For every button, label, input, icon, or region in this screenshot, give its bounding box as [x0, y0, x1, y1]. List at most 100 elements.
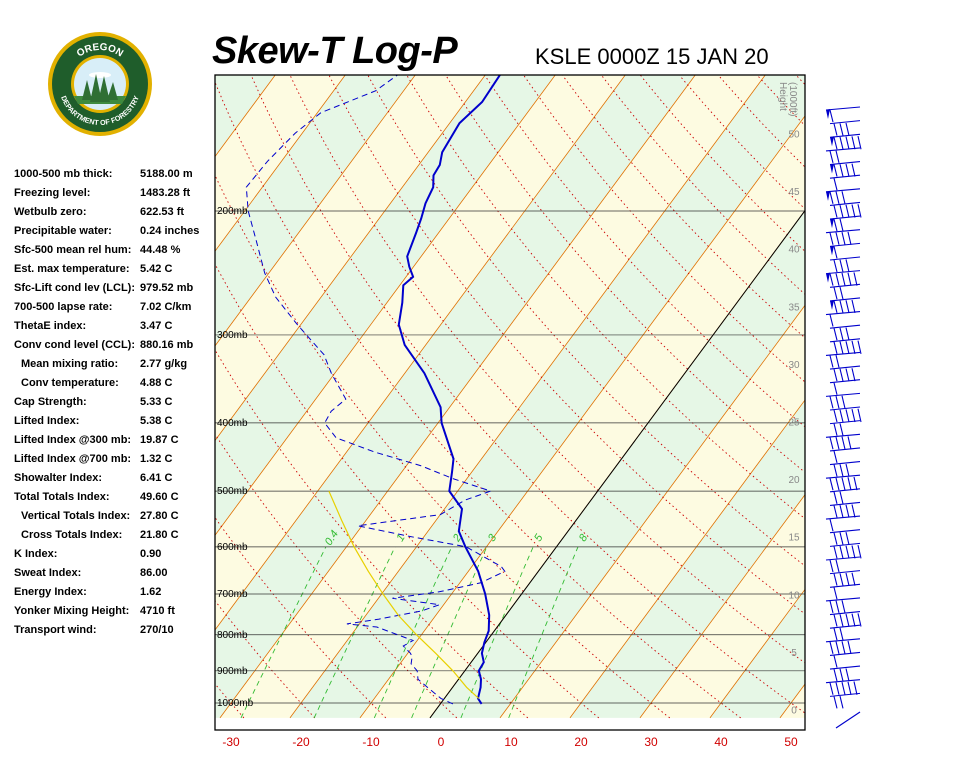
mixing-ratio-line	[508, 546, 579, 719]
wind-barb-feather	[841, 395, 846, 409]
logo-top-text: OREGON	[75, 42, 125, 60]
wind-barb-pennant	[830, 136, 834, 147]
parcel-trace-line	[328, 490, 480, 699]
wind-barb-shaft	[829, 488, 861, 493]
logo-cloud	[89, 72, 111, 78]
logo-seal: OREGON DEPARTMENT OF FORESTRY	[48, 32, 152, 136]
plot-frame	[214, 74, 806, 731]
wind-barb-feather	[833, 341, 838, 354]
wind-barb-feather	[839, 491, 844, 504]
wind-barb	[825, 638, 861, 654]
wind-barb-feather	[833, 464, 838, 477]
wind-barb-shaft	[829, 120, 861, 125]
dry-adiabat-line	[250, 75, 805, 714]
height-tick-label: 35	[788, 302, 800, 313]
wind-barb-feather	[829, 150, 834, 164]
isotherm-line	[639, 494, 805, 719]
wind-barb-feather	[841, 436, 846, 450]
wind-barb-feather	[833, 532, 838, 545]
wind-barb-feather	[845, 613, 850, 627]
height-axis-label: Height	[777, 82, 788, 111]
index-value: 3.47 C	[140, 320, 173, 332]
wind-barb-feather	[829, 314, 834, 327]
wind-barb-feather	[839, 259, 844, 273]
wind-barb-shaft	[829, 242, 861, 247]
wind-barb-feather	[851, 368, 856, 382]
wind-barb-shaft	[829, 256, 861, 261]
wind-barb-feather	[833, 287, 838, 300]
height-tick-label: 15	[788, 533, 800, 544]
x-axis-tick-label: 10	[504, 735, 518, 749]
wind-barb-shaft	[829, 338, 861, 343]
wind-barb	[829, 379, 861, 395]
wind-barb-feather	[829, 191, 834, 204]
mixing-ratio-line	[460, 546, 534, 719]
wind-barb-shaft	[829, 406, 861, 411]
wind-barb	[825, 556, 861, 573]
wind-barb-feather	[839, 327, 844, 341]
index-label: 700-500 lapse rate:	[14, 301, 113, 313]
wind-barb-feather	[847, 681, 852, 695]
isobar-label: 700mb	[217, 589, 248, 600]
wind-barb-shaft	[829, 324, 861, 329]
wind-barb-feather	[851, 613, 856, 627]
wind-barb	[825, 188, 861, 204]
wind-barb-shaft	[829, 174, 861, 179]
index-value: 4.88 C	[140, 377, 173, 389]
wind-barb-shaft	[829, 283, 861, 288]
index-value: 6.41 C	[140, 472, 173, 484]
index-row: Sfc-500 mean rel hum: 44.48 %	[14, 244, 214, 263]
x-axis-tick-label: 50	[784, 735, 798, 749]
dry-adiabat-line	[215, 81, 741, 719]
wind-barb-feather	[833, 423, 838, 436]
wind-barb-feather	[833, 123, 838, 136]
wind-barb-feather	[829, 600, 834, 614]
mixing-ratio-line	[411, 546, 488, 719]
wind-barb-feather	[845, 136, 850, 150]
oregon-department-of-forestry-logo: OREGON DEPARTMENT OF FORESTRY	[46, 30, 154, 138]
wind-barb-feather	[829, 396, 834, 409]
wind-barb-feather	[839, 532, 844, 545]
wind-barb-feather	[833, 300, 838, 314]
wind-barb-feather	[839, 423, 844, 436]
wind-barb-feather	[857, 408, 862, 423]
wind-barb-shaft	[829, 379, 861, 384]
wind-barb-shaft	[825, 351, 861, 357]
index-value: 1.32 C	[140, 453, 173, 465]
x-axis-tick-label: 20	[574, 735, 588, 749]
wind-barb-feather	[829, 682, 834, 695]
index-value: 0.24 inches	[140, 225, 200, 237]
isotherm-line	[215, 75, 416, 347]
wind-barb	[825, 392, 861, 409]
index-row: K Index: 0.90	[14, 548, 214, 567]
wind-barb-feather	[841, 477, 846, 491]
wind-barb	[829, 447, 861, 464]
wind-barb-feather	[839, 627, 844, 641]
temperature-band	[779, 684, 805, 718]
wind-barb-feather	[851, 408, 856, 423]
wind-barb-feather	[845, 163, 850, 177]
wind-barb-feather	[835, 150, 840, 164]
isobar-label: 400mb	[217, 418, 248, 429]
index-label: Wetbulb zero:	[14, 206, 87, 218]
wind-barb-feather	[833, 655, 838, 668]
wind-barb-feather	[851, 204, 856, 218]
height-tick-label: 5	[791, 648, 797, 659]
wind-barb-feather	[833, 505, 838, 518]
wind-barb-feather	[839, 368, 844, 382]
index-value: 0.90	[140, 548, 162, 560]
wind-barb-feather	[833, 137, 838, 150]
height-tick-label: 10	[788, 590, 800, 601]
isobar-label: 600mb	[217, 542, 248, 553]
wind-barb-feather	[853, 272, 858, 286]
chart-subtitle: KSLE 0000Z 15 JAN 20	[535, 44, 769, 69]
wind-barb-feather	[845, 327, 850, 341]
isotherm-line	[289, 75, 766, 719]
wind-barb-feather	[841, 191, 846, 204]
wind-barb-shaft	[829, 542, 861, 547]
wind-barb-feather	[835, 191, 840, 204]
wind-barb-feather	[839, 205, 844, 218]
wind-barb-feather	[839, 573, 844, 586]
wind-barb-feather	[829, 641, 834, 654]
temperature-band	[215, 75, 346, 252]
